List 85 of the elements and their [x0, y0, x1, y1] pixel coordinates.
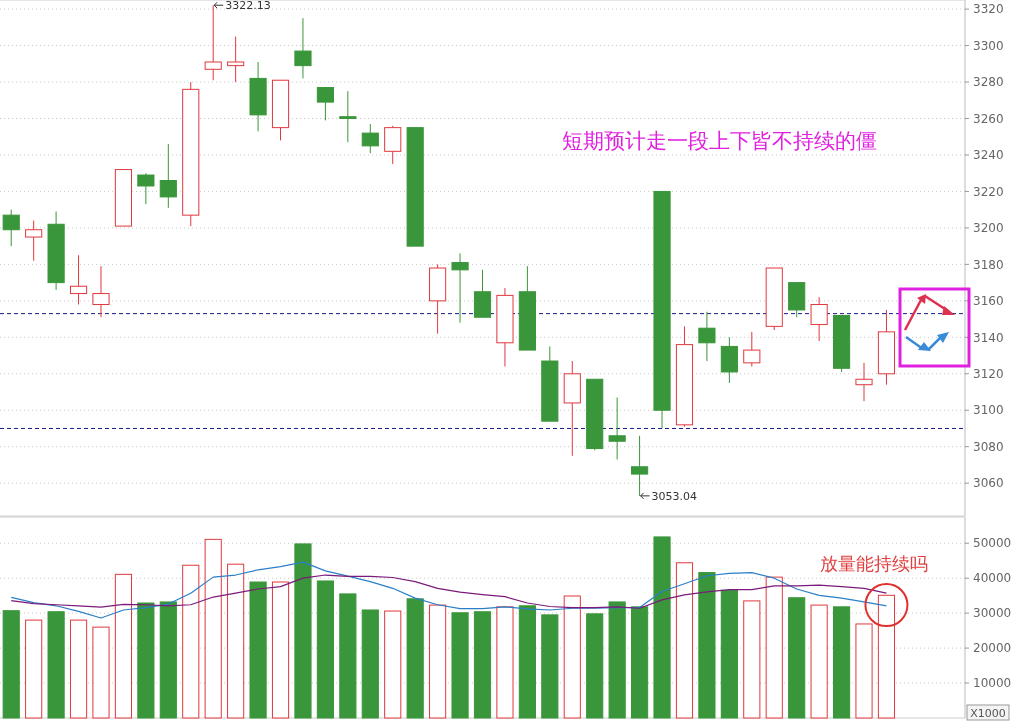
y-tick-label: 3320: [973, 2, 1004, 17]
y-tick-label: 40000: [973, 571, 1012, 586]
candlestick: [698, 311, 716, 362]
bar: [2, 610, 20, 719]
y-tick-label: 3080: [973, 439, 1004, 454]
bar: [563, 595, 581, 719]
bar: [137, 602, 155, 719]
annotation: 短期预计走一段上下皆不持续的僵: [562, 129, 877, 153]
y-tick-label: 3200: [973, 221, 1004, 236]
y-tick-label: 3280: [973, 75, 1004, 90]
bar: [114, 573, 133, 719]
candlestick: [2, 209, 20, 247]
y-tick-label: 3120: [973, 366, 1004, 381]
y-tick-label: 3220: [973, 184, 1004, 199]
annotation: 3322.13: [225, 0, 271, 13]
candlestick: [361, 123, 379, 154]
candlestick: [451, 252, 469, 324]
y-tick-label: 30000: [973, 606, 1012, 621]
bar: [877, 594, 896, 719]
bar: [69, 619, 88, 719]
y-tick-label: 3300: [973, 38, 1004, 53]
bar: [384, 610, 402, 719]
bar: [92, 626, 110, 719]
candlestick: [339, 90, 357, 143]
bar: [586, 613, 604, 719]
annotation: 3053.04: [651, 489, 698, 503]
bar: [765, 576, 783, 719]
bar: [159, 601, 177, 719]
y-tick-label: 3060: [973, 476, 1004, 491]
candlestick: [743, 331, 761, 367]
candlestick: [294, 17, 312, 79]
candlestick: [25, 220, 43, 262]
bar: [855, 623, 873, 719]
candlestick: [92, 265, 110, 318]
bar: [339, 593, 357, 719]
candlestick: [159, 143, 177, 209]
y-tick-label: 3240: [973, 148, 1004, 163]
bar: [451, 612, 469, 719]
bar: [608, 601, 626, 719]
bar: [361, 609, 379, 719]
bar: [473, 611, 492, 719]
bar: [541, 614, 559, 719]
y-tick-label: 3160: [973, 294, 1004, 309]
bar: [496, 606, 514, 719]
bar: [204, 538, 222, 719]
y-tick-label: 10000: [973, 676, 1012, 691]
bar: [227, 563, 245, 719]
candlestick: [608, 396, 626, 460]
bar: [47, 611, 65, 719]
bar: [182, 564, 200, 719]
candlestick: [316, 87, 334, 121]
bar: [810, 604, 828, 719]
bar: [429, 604, 447, 719]
annotation: 放量能持续吗: [820, 553, 928, 574]
y-tick-label: 3260: [973, 111, 1004, 126]
bar: [316, 580, 334, 719]
bar: [518, 605, 536, 719]
candlestick: [137, 172, 155, 205]
candlestick: [227, 35, 245, 83]
bar: [653, 536, 671, 719]
bar: [720, 589, 738, 719]
bar: [631, 606, 649, 719]
bar: [294, 543, 312, 719]
y-tick-label: 3100: [973, 403, 1004, 418]
candlestick: [631, 435, 649, 497]
y-axis-title: X1000: [970, 706, 1006, 720]
bar: [406, 598, 424, 719]
y-tick-label: 3140: [973, 330, 1004, 345]
y-tick-label: 3180: [973, 257, 1004, 272]
candlestick: [69, 254, 88, 305]
bar: [249, 581, 267, 719]
bar: [675, 562, 694, 719]
bar: [698, 572, 716, 719]
bar: [25, 619, 43, 719]
candlestick: [204, 4, 222, 81]
y-tick-label: 20000: [973, 641, 1012, 656]
candlestick: [855, 362, 873, 402]
bar: [743, 600, 761, 719]
bar: [788, 597, 806, 719]
candlestick: [384, 125, 402, 165]
bar: [271, 581, 290, 719]
y-tick-label: 50000: [973, 536, 1012, 551]
candlestick: [810, 296, 828, 342]
line-series: [10, 574, 888, 609]
bar: [832, 606, 851, 719]
